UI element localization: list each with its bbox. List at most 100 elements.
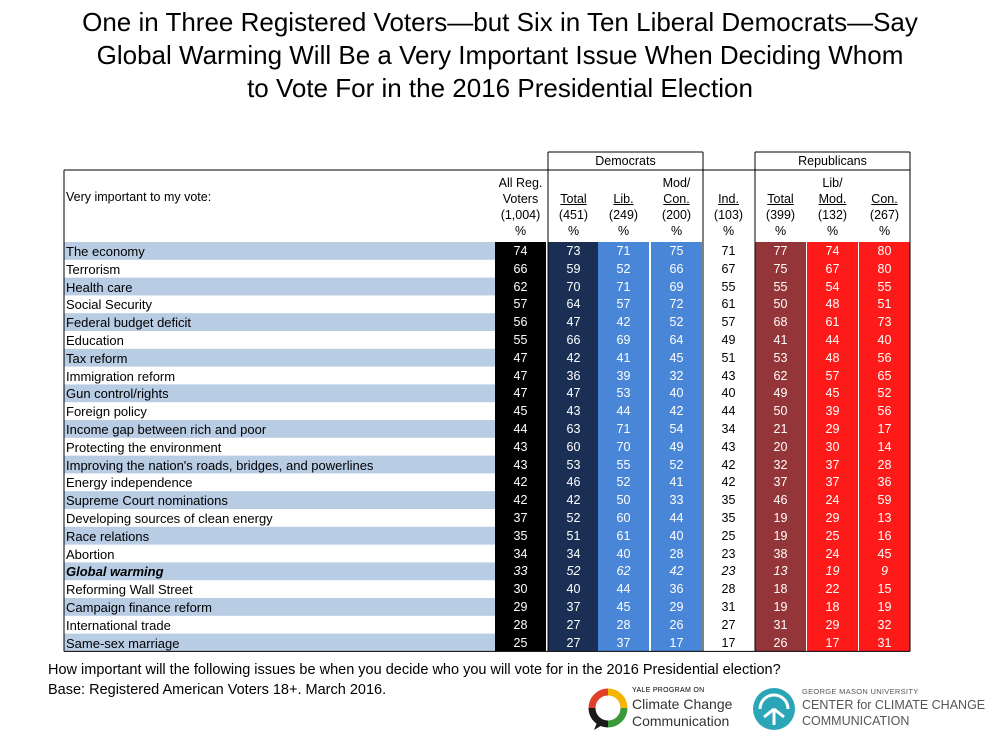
table-cell: 52 [669, 315, 684, 330]
table-graphics [63, 151, 911, 652]
table-cell: 63 [566, 422, 581, 436]
table-cell: 36 [566, 368, 581, 383]
table-cell: 43 [513, 457, 528, 472]
table-cell: 34 [721, 422, 736, 436]
table-cell: 15 [877, 582, 892, 597]
table-cell: 61 [616, 528, 631, 543]
table-cell: 50 [616, 493, 631, 508]
table-cell: 60 [616, 511, 631, 525]
column-fill [495, 242, 546, 652]
column-header-text: (399) [765, 208, 796, 222]
column-fill [651, 242, 702, 652]
table-cell: 55 [721, 279, 736, 294]
column-header-text: % [774, 224, 787, 238]
row-label: Income gap between rich and poor [66, 422, 267, 437]
row-label: Improving the nation's roads, bridges, a… [66, 457, 374, 473]
table-cell: 74 [513, 244, 528, 258]
survey-table: Democrats Republicans Very important to my… [63, 151, 911, 652]
row-stripe [64, 348, 495, 367]
table-cell: 56 [877, 350, 892, 365]
table-cell: 48 [825, 297, 840, 312]
column-header-text: Mod/ [662, 176, 691, 190]
table-cell: 57 [513, 297, 528, 312]
row-label: Reforming Wall Street [66, 582, 193, 598]
column-header-text: (451) [558, 208, 589, 222]
row-label: Supreme Court nominations [66, 493, 228, 509]
table-cell: 24 [825, 493, 840, 508]
column-header-text: % [567, 224, 580, 238]
table-cell: 51 [721, 350, 736, 365]
table-cell: 39 [616, 368, 631, 383]
yale-logo-mark-icon [588, 688, 628, 730]
table-cell: 77 [773, 244, 788, 258]
survey-question: How important will the following issues … [48, 662, 781, 678]
column-header-text: Con. [871, 192, 898, 206]
row-label: Federal budget deficit [66, 315, 192, 331]
table-cell: 29 [825, 617, 840, 632]
column-fill [598, 242, 649, 652]
title-line-1: One in Three Registered Voters—but Six i… [82, 7, 918, 37]
table-cell: 71 [616, 279, 631, 294]
table-cell: 36 [877, 475, 892, 490]
table-cell: 52 [877, 386, 892, 401]
table-cell: 22 [825, 582, 840, 597]
table-cell: 42 [566, 493, 581, 508]
row-stripe [64, 277, 495, 296]
table-cell: 31 [773, 617, 788, 632]
table-cell: 55 [773, 279, 788, 294]
table-cell: 42 [566, 350, 581, 365]
footer: How important will the following issues … [48, 660, 781, 700]
table-cell: 73 [877, 315, 892, 330]
table-cell: 53 [616, 386, 631, 401]
table-cell: 45 [616, 600, 631, 614]
table-cell: 41 [669, 475, 684, 490]
column-header-text: Mod. [818, 192, 847, 206]
gmu-logo: GEORGE MASON UNIVERSITY CENTER for CLIMA… [752, 684, 985, 736]
table-cell: 44 [825, 333, 840, 347]
table-cell: 35 [513, 528, 528, 543]
table-cell: 28 [616, 617, 631, 632]
table-cell: 53 [773, 350, 788, 365]
table-cell: 71 [721, 244, 736, 258]
table-cell: 54 [669, 422, 684, 436]
table-cell: 43 [566, 404, 581, 419]
column-header-text: (1,004) [500, 208, 541, 222]
row-label: Education [66, 333, 124, 348]
table-cell: 39 [825, 404, 840, 419]
table-cell: 28 [721, 582, 736, 597]
column-fill [859, 242, 910, 652]
column-header-text: % [670, 224, 683, 238]
table-cell: 23 [721, 564, 736, 579]
table-cell: 66 [669, 261, 684, 276]
table-cell: 32 [669, 368, 684, 383]
column-fill [703, 242, 754, 652]
table-cell: 25 [721, 528, 736, 543]
table-cell: 30 [513, 582, 528, 597]
table-cell: 25 [825, 528, 840, 543]
gmu-logo-mark-icon [753, 688, 795, 730]
table-cell: 35 [721, 511, 736, 525]
row-stripe [64, 420, 495, 438]
row-stripe [64, 526, 495, 545]
table-cell: 64 [566, 297, 581, 312]
table-cell: 66 [513, 261, 528, 276]
column-header-text: (103) [713, 208, 744, 222]
table-cell: 37 [616, 635, 631, 650]
table-cell: 61 [721, 297, 736, 312]
table-cell: 35 [721, 493, 736, 508]
table-cell: 27 [566, 617, 581, 632]
row-stripe [64, 598, 495, 616]
row-stripe [64, 242, 495, 260]
table-cell: 65 [877, 368, 892, 383]
column-header-text: (132) [817, 208, 848, 222]
table-cell: 70 [566, 279, 581, 294]
table-cell: 29 [513, 600, 528, 614]
table-cell: 9 [881, 564, 888, 579]
yale-logo-line2: Communication [632, 713, 730, 729]
table-cell: 52 [616, 261, 631, 276]
yale-logo: YALE PROGRAM ON Climate Change Communica… [588, 686, 748, 734]
table-cell: 13 [877, 511, 892, 525]
table-cell: 62 [616, 564, 631, 579]
table-cell: 20 [773, 439, 788, 454]
table-cell: 41 [773, 333, 788, 347]
